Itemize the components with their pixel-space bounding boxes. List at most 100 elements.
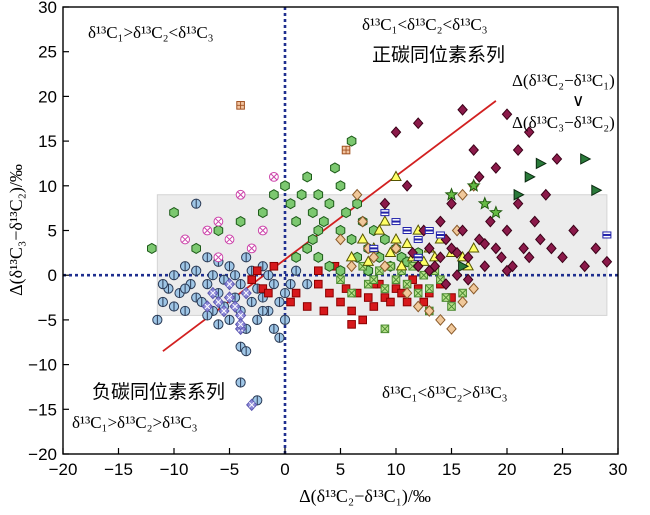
data-point-s13-1 [236, 101, 245, 110]
data-point-s9-1 [524, 171, 536, 183]
x-tick-label: 5 [336, 460, 345, 479]
data-point-s1-44 [285, 279, 296, 290]
data-point-s2-4 [229, 300, 241, 313]
data-point-s12-6 [257, 225, 268, 236]
data-point-s8-27 [523, 251, 535, 264]
data-point-s6-21 [390, 170, 402, 181]
data-point-s8-38 [490, 161, 502, 174]
data-point-s7-8 [390, 242, 402, 255]
data-point-s7-12 [435, 313, 446, 326]
data-point-s4-7 [269, 189, 279, 201]
data-point-s3-21 [391, 284, 401, 293]
data-point-s5-11 [402, 279, 412, 289]
data-point-s4-22 [346, 233, 357, 245]
data-point-s4-11 [296, 189, 307, 201]
x-tick-label: 25 [553, 460, 572, 479]
data-point-s7-1 [335, 233, 346, 246]
data-point-s6-4 [373, 224, 386, 235]
data-point-s1-2 [157, 296, 168, 308]
y-tick-label: 25 [38, 43, 57, 62]
data-point-s8-19 [479, 260, 491, 273]
data-point-s4-2 [169, 207, 179, 219]
data-point-s1-39 [268, 279, 279, 290]
data-point-s3-15 [358, 315, 367, 325]
data-point-s1-41 [274, 332, 285, 343]
data-point-s4-38 [335, 265, 346, 277]
data-point-s4-20 [335, 180, 346, 192]
data-point-s2-1 [212, 295, 225, 309]
data-point-s8-32 [568, 224, 579, 237]
data-point-s8-40 [473, 170, 485, 183]
data-point-s8-39 [540, 188, 552, 201]
data-point-s3-32 [264, 288, 273, 298]
data-point-s3-34 [419, 297, 429, 307]
data-point-s3-16 [363, 293, 373, 302]
data-point-s3-12 [341, 284, 351, 293]
data-point-s4-16 [319, 216, 329, 228]
data-point-s6-6 [384, 246, 397, 257]
data-point-s3-1 [247, 275, 256, 284]
data-point-s1-50 [213, 319, 224, 330]
data-point-s8-14 [457, 224, 468, 237]
data-point-s6-8 [395, 259, 408, 271]
annotation-positive-series: 正碳同位素系列 [372, 44, 505, 66]
y-tick-label: 15 [38, 132, 57, 151]
data-point-s2-12 [201, 300, 213, 313]
data-point-s7-15 [468, 282, 479, 295]
data-point-s11-1 [380, 209, 390, 217]
data-point-s4-9 [285, 198, 296, 210]
data-point-s3-7 [302, 302, 312, 311]
y-tick-label: −5 [38, 311, 57, 330]
data-point-s8-7 [429, 260, 441, 273]
data-point-s1-22 [224, 261, 235, 272]
data-point-s8-49 [479, 237, 491, 250]
data-point-s11-5 [424, 227, 434, 234]
data-point-s2-7 [240, 286, 252, 300]
data-point-s6-20 [362, 255, 375, 266]
data-point-s8-41 [512, 144, 524, 156]
data-point-s4-6 [258, 207, 268, 219]
data-point-s7-14 [457, 296, 468, 308]
data-point-s11-8 [369, 244, 379, 252]
data-point-s4-18 [330, 162, 340, 174]
data-point-s8-34 [590, 242, 602, 255]
data-point-s8-48 [462, 273, 474, 286]
data-point-s4-40 [307, 233, 318, 245]
data-point-s2-3 [223, 291, 236, 304]
x-tick-label: 20 [498, 460, 517, 479]
data-point-s1-4 [168, 270, 180, 281]
data-point-s4-21 [341, 207, 351, 219]
data-point-s8-13 [451, 269, 463, 282]
data-point-s3-2 [252, 266, 262, 276]
annotations-layer: δ¹³C₁>δ¹³C₂<δ¹³C₃ δ¹³C₁<δ¹³C₂<δ¹³C₃ 正碳同位… [72, 15, 615, 432]
x-tick-label: −20 [49, 460, 78, 479]
x-tick-label: −5 [220, 460, 239, 479]
annotation-ratio-operator: ∨ [572, 91, 584, 110]
data-point-s8-9 [435, 251, 446, 264]
data-point-s8-47 [451, 246, 463, 259]
data-point-s5-4 [363, 279, 373, 289]
data-point-s9-3 [580, 153, 592, 165]
tick-labels-layer: −20 −15 −10 −5 0 5 10 15 20 25 30 −20 −15 −10 −5 0 5 10 15… [28, 0, 627, 479]
y-tick-label: 20 [38, 87, 57, 106]
y-tick-label: −20 [28, 445, 57, 464]
data-point-s5-5 [369, 275, 379, 284]
y-tick-label: −15 [28, 400, 57, 419]
data-point-s8-6 [424, 242, 435, 255]
data-point-s4-23 [346, 135, 357, 147]
x-tick-label: 10 [387, 460, 406, 479]
x-axis-title: Δ(δ¹³C₂−δ¹³C₁)/‰ [299, 486, 431, 507]
data-point-s11-2 [391, 218, 401, 226]
data-point-s3-13 [347, 306, 356, 316]
data-point-s8-8 [435, 215, 446, 228]
data-point-s5-1 [336, 275, 345, 284]
data-point-s7-9 [401, 287, 413, 300]
data-point-s1-16 [207, 270, 218, 281]
data-point-s8-31 [557, 251, 568, 264]
data-point-s4-36 [313, 251, 324, 263]
data-point-s1-30 [246, 296, 257, 308]
data-point-s3-3 [258, 284, 268, 293]
data-point-s11-3 [402, 227, 412, 234]
data-point-s3-30 [314, 266, 323, 276]
data-point-s8-23 [501, 224, 513, 237]
